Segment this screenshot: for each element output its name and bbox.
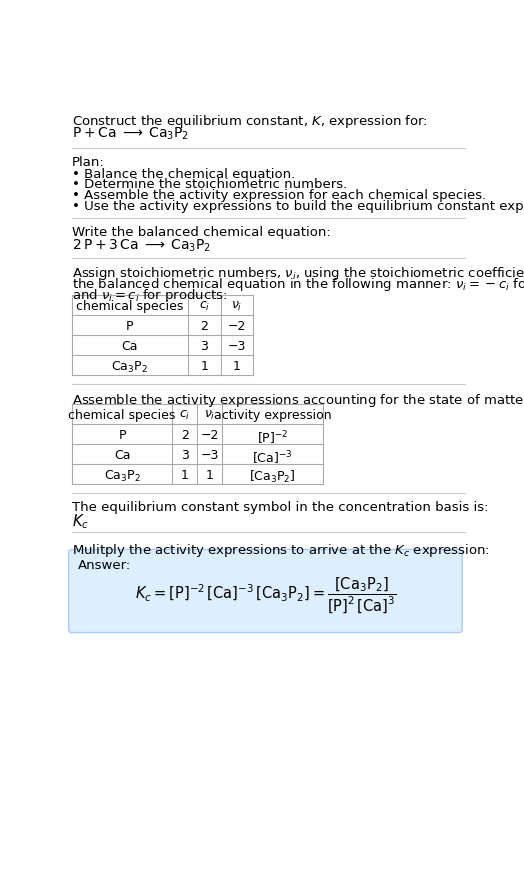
- Text: and $\nu_i = c_i$ for products:: and $\nu_i = c_i$ for products:: [72, 287, 227, 304]
- Text: $\mathrm{2\,P + 3\,Ca \;\longrightarrow\; Ca_3P_2}$: $\mathrm{2\,P + 3\,Ca \;\longrightarrow\…: [72, 237, 211, 254]
- Text: 2: 2: [181, 429, 189, 443]
- Text: $[\mathrm{Ca}]^{-3}$: $[\mathrm{Ca}]^{-3}$: [252, 449, 293, 467]
- Text: −2: −2: [201, 429, 219, 443]
- Text: The equilibrium constant symbol in the concentration basis is:: The equilibrium constant symbol in the c…: [72, 501, 488, 514]
- Text: $[\mathrm{P}]^{-2}$: $[\mathrm{P}]^{-2}$: [257, 429, 288, 447]
- Text: Assemble the activity expressions accounting for the state of matter and $\nu_i$: Assemble the activity expressions accoun…: [72, 391, 524, 409]
- Text: chemical species: chemical species: [76, 300, 183, 313]
- Text: • Assemble the activity expression for each chemical species.: • Assemble the activity expression for e…: [72, 189, 486, 202]
- Text: the balanced chemical equation in the following manner: $\nu_i = -c_i$ for react: the balanced chemical equation in the fo…: [72, 276, 524, 293]
- Text: $K_c$: $K_c$: [72, 512, 89, 531]
- Text: Ca$_3$P$_2$: Ca$_3$P$_2$: [104, 469, 140, 485]
- Text: • Balance the chemical equation.: • Balance the chemical equation.: [72, 167, 295, 180]
- Text: Ca: Ca: [122, 340, 138, 353]
- Text: Plan:: Plan:: [72, 156, 104, 169]
- Text: P: P: [118, 429, 126, 443]
- Text: $\mathrm{P + Ca \;\longrightarrow\; Ca_3P_2}$: $\mathrm{P + Ca \;\longrightarrow\; Ca_3…: [72, 125, 189, 141]
- Text: $[\mathrm{Ca_3P_2}]$: $[\mathrm{Ca_3P_2}]$: [249, 469, 296, 485]
- Text: $\nu_i$: $\nu_i$: [231, 300, 243, 313]
- Text: • Use the activity expressions to build the equilibrium constant expression.: • Use the activity expressions to build …: [72, 200, 524, 212]
- Text: 1: 1: [181, 469, 189, 483]
- Text: $\nu_i$: $\nu_i$: [204, 409, 215, 422]
- Text: −3: −3: [201, 449, 219, 462]
- Text: Mulitply the activity expressions to arrive at the $K_c$ expression:: Mulitply the activity expressions to arr…: [72, 541, 489, 558]
- Text: −3: −3: [227, 340, 246, 353]
- Text: 1: 1: [206, 469, 214, 483]
- Text: Assign stoichiometric numbers, $\nu_i$, using the stoichiometric coefficients, $: Assign stoichiometric numbers, $\nu_i$, …: [72, 265, 524, 283]
- Text: 1: 1: [233, 360, 241, 373]
- Text: Answer:: Answer:: [78, 558, 131, 572]
- Text: chemical species: chemical species: [69, 409, 176, 422]
- Text: • Determine the stoichiometric numbers.: • Determine the stoichiometric numbers.: [72, 179, 347, 191]
- Text: Write the balanced chemical equation:: Write the balanced chemical equation:: [72, 226, 331, 239]
- FancyBboxPatch shape: [69, 549, 462, 633]
- Text: Ca: Ca: [114, 449, 130, 462]
- Text: 3: 3: [200, 340, 208, 353]
- Text: $K_c = [\mathrm{P}]^{-2}\,[\mathrm{Ca}]^{-3}\,[\mathrm{Ca_3P_2}] = \dfrac{[\math: $K_c = [\mathrm{P}]^{-2}\,[\mathrm{Ca}]^…: [135, 575, 396, 615]
- Text: 2: 2: [200, 320, 208, 333]
- Text: Construct the equilibrium constant, $K$, expression for:: Construct the equilibrium constant, $K$,…: [72, 113, 428, 130]
- Text: 1: 1: [200, 360, 208, 373]
- Text: $c_i$: $c_i$: [199, 300, 210, 313]
- Text: P: P: [126, 320, 134, 333]
- Text: 3: 3: [181, 449, 189, 462]
- Text: $c_i$: $c_i$: [179, 409, 191, 422]
- Text: activity expression: activity expression: [214, 409, 331, 422]
- Text: Ca$_3$P$_2$: Ca$_3$P$_2$: [112, 360, 148, 375]
- Text: −2: −2: [227, 320, 246, 333]
